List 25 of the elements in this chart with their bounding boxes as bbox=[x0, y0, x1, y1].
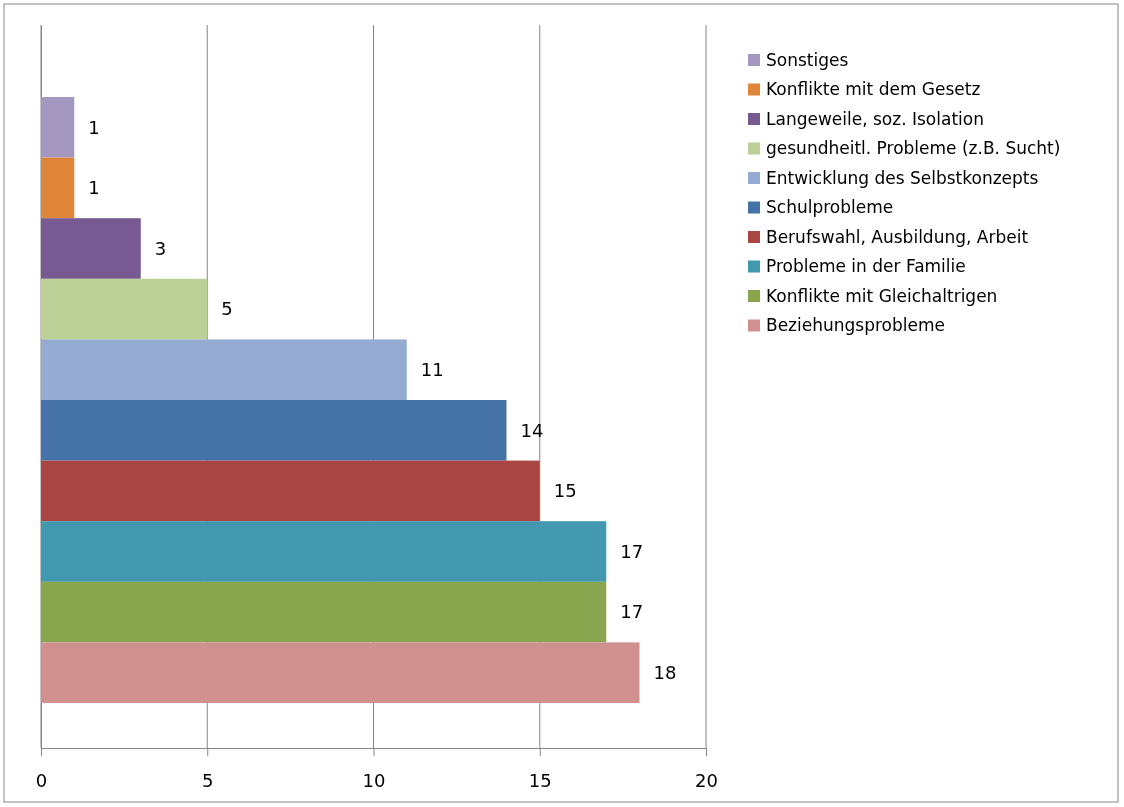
x-tick-label: 20 bbox=[695, 769, 718, 791]
legend-label: Konflikte mit dem Gesetz bbox=[766, 79, 981, 100]
legend-label: Probleme in der Familie bbox=[766, 256, 966, 277]
data-label: 14 bbox=[520, 419, 544, 441]
x-tick-label: 0 bbox=[35, 769, 48, 791]
data-label: 17 bbox=[620, 601, 644, 623]
data-label: 1 bbox=[88, 177, 100, 199]
legend-label: Sonstiges bbox=[766, 49, 849, 70]
legend-label: Entwicklung des Selbstkonzepts bbox=[766, 167, 1039, 188]
x-tick-label: 10 bbox=[362, 769, 386, 791]
legend-label: gesundheitl. Probleme (z.B. Sucht) bbox=[766, 138, 1061, 159]
data-label: 17 bbox=[620, 540, 644, 562]
x-tick-label: 5 bbox=[202, 769, 214, 791]
legend-label: Langeweile, soz. Isolation bbox=[766, 108, 984, 129]
x-tick-label: 15 bbox=[528, 769, 552, 791]
data-label: 18 bbox=[653, 662, 677, 683]
legend-label: Beziehungsprobleme bbox=[766, 315, 945, 336]
data-label: 11 bbox=[420, 359, 444, 380]
data-label: 3 bbox=[154, 237, 167, 259]
data-label: 5 bbox=[221, 298, 233, 320]
legend-label: Berufswahl, Ausbildung, Arbeit bbox=[766, 226, 1029, 247]
data-label: 1 bbox=[88, 116, 100, 138]
data-label: 15 bbox=[553, 480, 577, 502]
legend-label: Konflikte mit Gleichaltrigen bbox=[766, 285, 998, 306]
legend-label: Schulprobleme bbox=[766, 197, 894, 218]
